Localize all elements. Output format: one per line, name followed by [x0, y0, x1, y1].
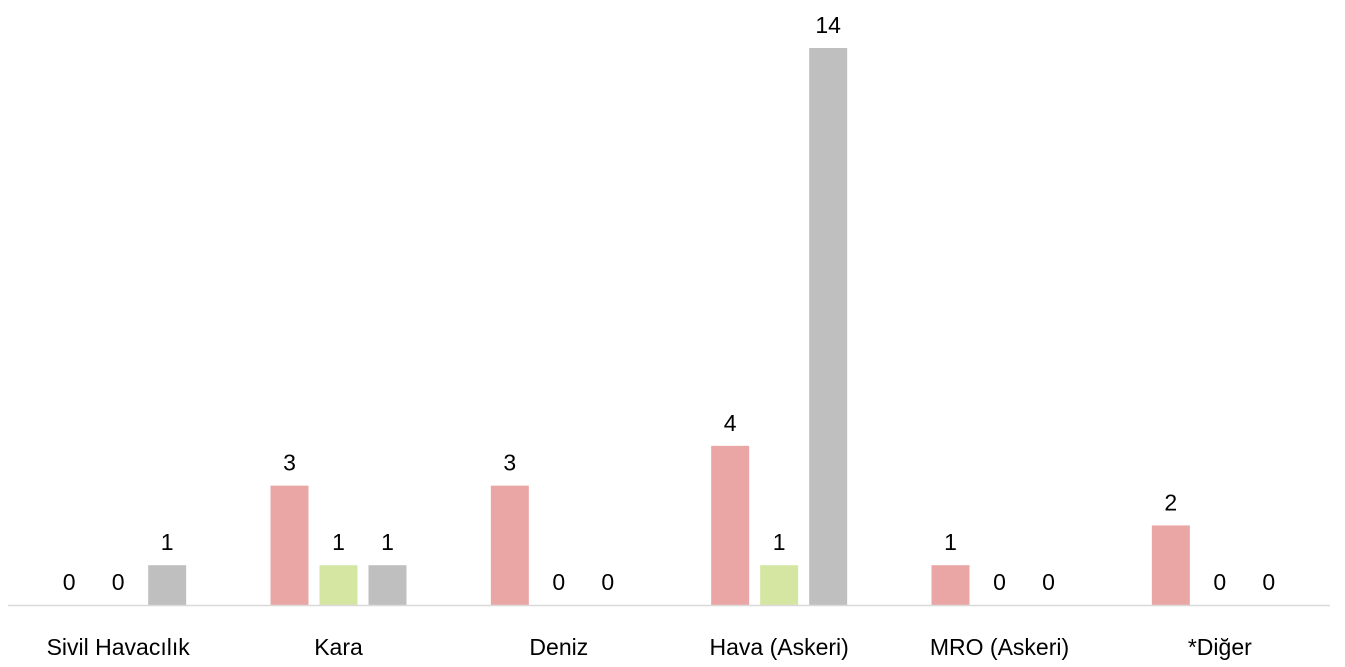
- bar-6-series-1: [1151, 525, 1190, 605]
- category-label-1: Sivil Havacılık: [47, 634, 191, 660]
- data-label-6-series-2: 0: [1213, 569, 1226, 595]
- data-label-3-series-2: 0: [552, 569, 565, 595]
- data-label-1-series-3: 1: [161, 529, 174, 555]
- data-label-5-series-2: 0: [993, 569, 1006, 595]
- data-label-3-series-1: 3: [503, 450, 516, 476]
- bar-1-series-3: [148, 565, 187, 605]
- bar-3-series-1: [490, 485, 529, 605]
- category-label-3: Deniz: [529, 634, 588, 660]
- data-label-4-series-1: 4: [724, 410, 737, 436]
- data-label-2-series-3: 1: [381, 529, 394, 555]
- data-label-4-series-3: 14: [815, 12, 841, 38]
- category-label-6: *Diğer: [1188, 634, 1252, 660]
- bar-4-series-3: [809, 48, 848, 605]
- bar-4-series-1: [711, 445, 750, 605]
- data-label-6-series-1: 2: [1164, 489, 1177, 515]
- data-label-3-series-3: 0: [601, 569, 614, 595]
- value-labels-layer: 0 0 1 3 1 1 3 0 0 4 1 14 1 0 0 2 0 0: [63, 12, 1275, 595]
- data-label-5-series-1: 1: [944, 529, 957, 555]
- data-label-4-series-2: 1: [773, 529, 786, 555]
- data-label-5-series-3: 0: [1042, 569, 1055, 595]
- bar-5-series-1: [931, 565, 970, 605]
- data-label-2-series-1: 3: [283, 450, 296, 476]
- data-label-2-series-2: 1: [332, 529, 345, 555]
- category-label-4: Hava (Askeri): [710, 634, 849, 660]
- data-label-1-series-1: 0: [63, 569, 76, 595]
- category-label-5: MRO (Askeri): [930, 634, 1069, 660]
- bars-layer: [148, 48, 1190, 605]
- bar-2-series-1: [270, 485, 309, 605]
- bar-2-series-2: [319, 565, 358, 605]
- category-labels-layer: Sivil Havacılık Kara Deniz Hava (Askeri) MRO…: [47, 634, 1253, 660]
- bar-4-series-2: [760, 565, 799, 605]
- data-label-1-series-2: 0: [112, 569, 125, 595]
- data-label-6-series-3: 0: [1262, 569, 1275, 595]
- bar-2-series-3: [368, 565, 407, 605]
- category-label-2: Kara: [314, 634, 363, 660]
